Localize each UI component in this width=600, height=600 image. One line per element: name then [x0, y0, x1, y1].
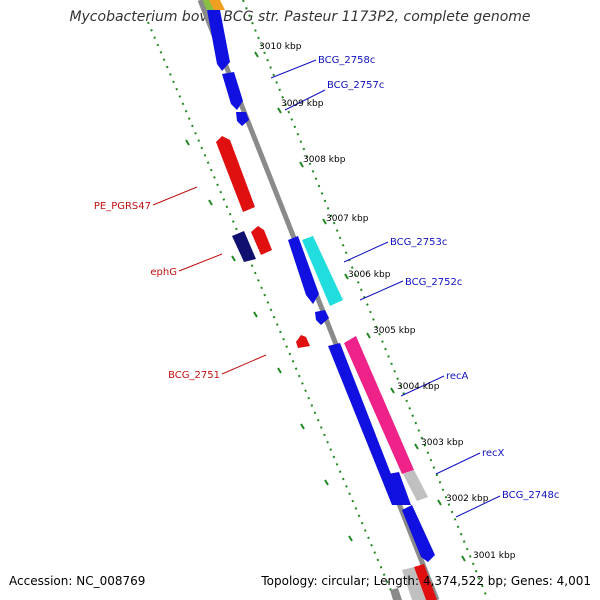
forward-strand-genes[interactable] — [207, 10, 435, 562]
scale-label-3003: 3003 kbp — [421, 438, 464, 448]
label-PE_PGRS47: PE_PGRS47 — [94, 201, 151, 212]
gene-BCG_2748c-blue — [388, 472, 411, 505]
gene-BCG_2751 — [296, 335, 310, 348]
reverse-gene-labels[interactable]: PE_PGRS47 ephG BCG_2751 — [94, 201, 220, 381]
label-BCG_2757c: BCG_2757c — [327, 80, 384, 91]
label-BCG_2748c: BCG_2748c — [502, 490, 559, 501]
gene-ephG — [251, 226, 272, 255]
label-ephG: ephG — [150, 267, 177, 278]
accession-text: Accession: NC_008769 — [9, 574, 146, 588]
label-leader-lines — [152, 59, 501, 518]
gene-BCG_2757c — [222, 72, 243, 110]
top-partial-genes — [200, 0, 225, 10]
label-BCG_2753c: BCG_2753c — [390, 237, 447, 248]
gene-small-blue-1 — [236, 112, 249, 126]
gene-small-blue-2 — [315, 310, 329, 325]
scale-label-3006: 3006 kbp — [348, 270, 391, 280]
gene-recX-gray — [403, 470, 428, 501]
label-recA: recA — [446, 371, 469, 382]
bottom-partial-genes — [390, 564, 437, 600]
gene-BCG_2758c — [207, 10, 230, 71]
scale-label-3005: 3005 kbp — [373, 326, 416, 336]
scale-label-3008: 3008 kbp — [303, 155, 346, 165]
colored-forward-genes[interactable] — [302, 236, 428, 501]
gene-ephG-dark — [232, 231, 256, 262]
reverse-strand-genes[interactable] — [216, 136, 310, 348]
major-tick-dashes — [185, 51, 466, 562]
gene-recA-blue — [328, 343, 403, 505]
gene-BCG_2748c — [402, 505, 435, 562]
gene-PE_PGRS47 — [216, 136, 255, 212]
scale-label-3004: 3004 kbp — [397, 382, 440, 392]
gene-BCG_2753c-blue — [288, 236, 319, 304]
outer-scale-track — [147, 21, 396, 600]
gene-recA-pink — [344, 336, 414, 474]
scale-label-3002: 3002 kbp — [446, 494, 489, 504]
scale-label-3010: 3010 kbp — [259, 42, 302, 52]
scale-label-3009: 3009 kbp — [281, 99, 324, 109]
scale-label-3007: 3007 kbp — [326, 214, 369, 224]
map-title: Mycobacterium bovis BCG str. Pasteur 117… — [69, 9, 531, 25]
forward-gene-labels[interactable]: BCG_2758c BCG_2757c BCG_2753c BCG_2752c … — [318, 55, 559, 501]
topology-text: Topology: circular; Length: 4,374,522 bp… — [261, 574, 591, 588]
gene-BCG_2752c-cyan — [302, 236, 343, 306]
label-BCG_2752c: BCG_2752c — [405, 277, 462, 288]
label-recX: recX — [482, 448, 505, 459]
label-BCG_2758c: BCG_2758c — [318, 55, 375, 66]
label-BCG_2751: BCG_2751 — [168, 370, 220, 381]
scale-labels: 3010 kbp 3009 kbp 3008 kbp 3007 kbp 3006… — [259, 42, 516, 561]
scale-label-3001: 3001 kbp — [473, 551, 516, 561]
